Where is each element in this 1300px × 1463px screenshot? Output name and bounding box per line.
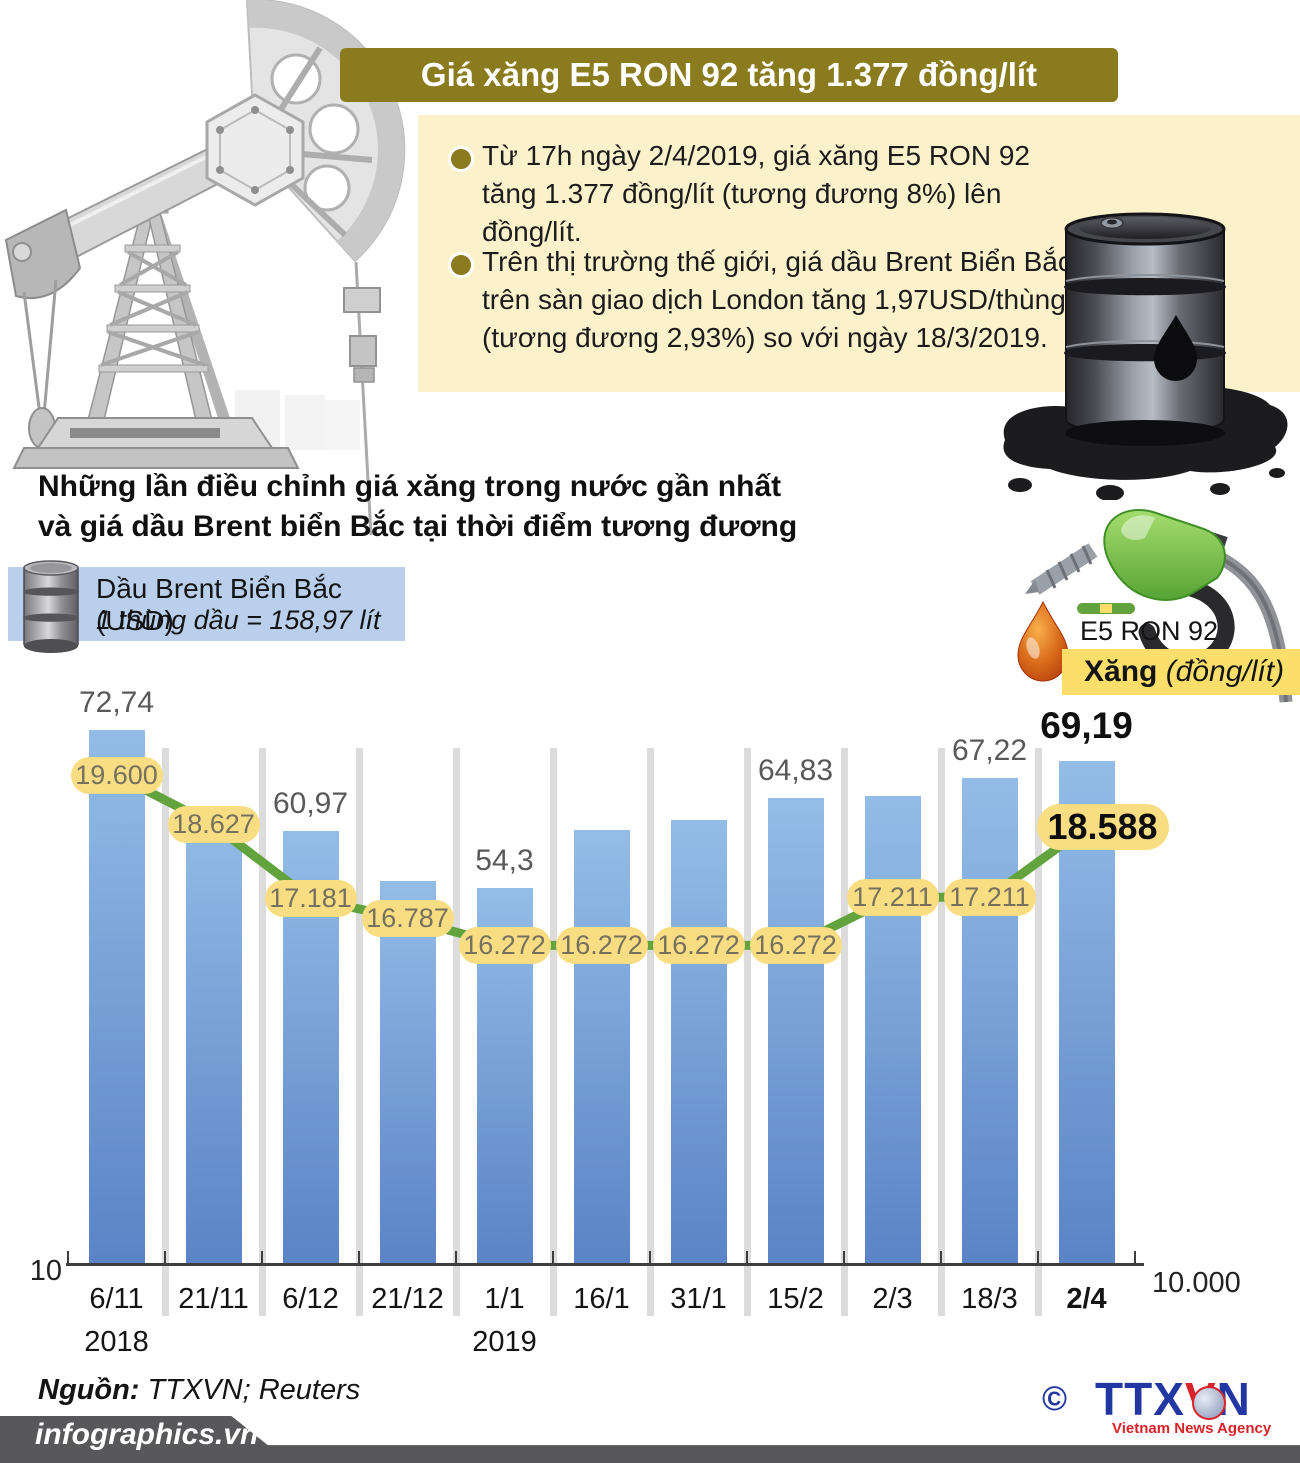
e5-line-swatch	[1077, 603, 1135, 614]
brent-bar	[379, 880, 436, 1266]
x-axis-label: 1/1	[484, 1283, 525, 1315]
bullet-icon	[448, 252, 474, 278]
gasoline-unit-label: Xăng (đồng/lít)	[1084, 655, 1284, 689]
chart-divider	[453, 748, 460, 1316]
page-title: Giá xăng E5 RON 92 tăng 1.377 đồng/lít	[340, 48, 1118, 102]
globe-icon	[1192, 1386, 1226, 1420]
ttx-letters: TTX	[1095, 1373, 1185, 1425]
axis-right-note: 10.000	[1152, 1267, 1241, 1299]
brent-bar-label: 54,3	[475, 843, 534, 877]
e5-price-pill: 18.588	[1036, 803, 1169, 850]
e5-price-pill: 16.272	[749, 926, 842, 964]
bullet-item: Từ 17h ngày 2/4/2019, giá xăng E5 RON 92…	[448, 137, 1073, 251]
axis-tick	[261, 1251, 263, 1264]
axis-tick	[358, 1251, 360, 1264]
axis-tick	[67, 1251, 69, 1264]
e5-price-pill: 19.600	[70, 756, 163, 794]
source-value: TTXVN; Reuters	[139, 1374, 361, 1406]
brent-bar	[573, 829, 630, 1266]
brent-bar	[670, 819, 727, 1266]
brent-bar-label: 60,97	[272, 786, 349, 820]
brent-bar-label: 72,74	[78, 686, 155, 720]
chart-divider	[647, 748, 654, 1316]
bullet-text: Từ 17h ngày 2/4/2019, giá xăng E5 RON 92…	[482, 140, 1030, 247]
brent-bar-label: 67,22	[951, 733, 1028, 767]
x-axis-label: 2/3	[872, 1283, 913, 1315]
x-axis-label: 6/12	[282, 1283, 339, 1315]
axis-tick	[843, 1251, 845, 1264]
brent-legend-title: Dầu Brent Biển Bắc (USD)	[96, 573, 342, 636]
chart-divider	[1035, 748, 1042, 1316]
axis-tick	[746, 1251, 748, 1264]
x-axis-label: 15/2	[767, 1283, 824, 1315]
chart-divider	[550, 748, 557, 1316]
source-label: Nguồn:	[38, 1374, 140, 1406]
axis-left-note: 10	[29, 1255, 62, 1287]
site-name[interactable]: infographics.vn	[35, 1418, 259, 1451]
axis-tick	[940, 1251, 942, 1264]
e5-swatch-pill-mark	[1100, 604, 1112, 613]
brent-bar	[767, 797, 824, 1266]
x-axis-label: 16/1	[573, 1283, 630, 1315]
chart-divider	[162, 748, 169, 1316]
x-axis-label: 2/4	[1066, 1283, 1107, 1315]
e5-price-pill: 16.787	[361, 900, 454, 938]
brent-bar-label: 69,19	[1040, 704, 1133, 746]
year-label: 2019	[472, 1326, 537, 1358]
brent-bar	[961, 777, 1018, 1266]
brent-bar	[185, 809, 242, 1266]
gasoline-unit-box: Xăng (đồng/lít)	[1062, 649, 1300, 695]
e5-price-pill: 17.211	[846, 878, 939, 916]
gasoline-word: Xăng	[1084, 655, 1166, 688]
section-heading-line2: và giá dầu Brent biển Bắc tại thời điểm …	[38, 510, 798, 543]
axis-tick	[455, 1251, 457, 1264]
chart-divider	[744, 748, 751, 1316]
brent-legend-subtitle: 1 thùng dầu = 158,97 lít	[96, 605, 381, 635]
axis-tick	[1037, 1251, 1039, 1264]
brent-bar-label: 64,83	[757, 753, 834, 787]
e5-line-path	[114, 771, 1090, 950]
x-axis-label: 21/12	[371, 1283, 444, 1315]
e5-price-pill: 17.211	[943, 878, 1036, 916]
x-axis-label: 21/11	[178, 1283, 249, 1315]
e5-series-label: E5 RON 92	[1080, 616, 1219, 646]
small-barrel-icon	[23, 560, 79, 653]
ttxvn-wordmark: TTXVN	[1095, 1372, 1251, 1426]
x-axis-line	[66, 1263, 1144, 1266]
summary-box: Từ 17h ngày 2/4/2019, giá xăng E5 RON 92…	[418, 115, 1300, 392]
bullet-item: Trên thị trường thế giới, giá dầu Brent …	[448, 243, 1073, 357]
x-axis-label: 6/11	[89, 1283, 144, 1315]
chart-divider	[356, 748, 363, 1316]
e5-price-pill: 16.272	[555, 926, 648, 964]
axis-tick	[649, 1251, 651, 1264]
copyright-icon: ©	[1042, 1380, 1068, 1418]
gasoline-unit: (đồng/lít)	[1165, 655, 1285, 688]
bullet-icon	[448, 146, 474, 172]
chart-divider	[841, 748, 848, 1316]
x-axis-label: 31/1	[670, 1283, 727, 1315]
e5-price-pill: 16.272	[458, 926, 551, 964]
bullet-text: Trên thị trường thế giới, giá dầu Brent …	[482, 246, 1072, 353]
e5-price-pill: 16.272	[652, 926, 745, 964]
axis-tick	[1134, 1251, 1136, 1264]
agency-tagline: Vietnam News Agency	[1112, 1420, 1272, 1437]
e5-price-pill: 17.181	[264, 880, 357, 918]
x-axis-label: 18/3	[961, 1283, 1018, 1315]
e5-price-pill: 18.627	[167, 806, 260, 844]
oil-barrel-illustration	[1003, 212, 1288, 500]
section-heading-line1: Những lần điều chỉnh giá xăng trong nước…	[38, 470, 782, 503]
axis-tick	[552, 1251, 554, 1264]
axis-tick	[164, 1251, 166, 1264]
brent-bar	[864, 796, 921, 1266]
year-label: 2018	[84, 1326, 149, 1358]
brent-bar	[88, 730, 145, 1266]
source-line: Nguồn: TTXVN; Reuters	[38, 1374, 360, 1407]
chart-divider	[938, 748, 945, 1316]
chart-divider	[259, 748, 266, 1316]
ttxvn-logo: © TTXVN Vietnam News Agency	[1040, 1372, 1290, 1437]
